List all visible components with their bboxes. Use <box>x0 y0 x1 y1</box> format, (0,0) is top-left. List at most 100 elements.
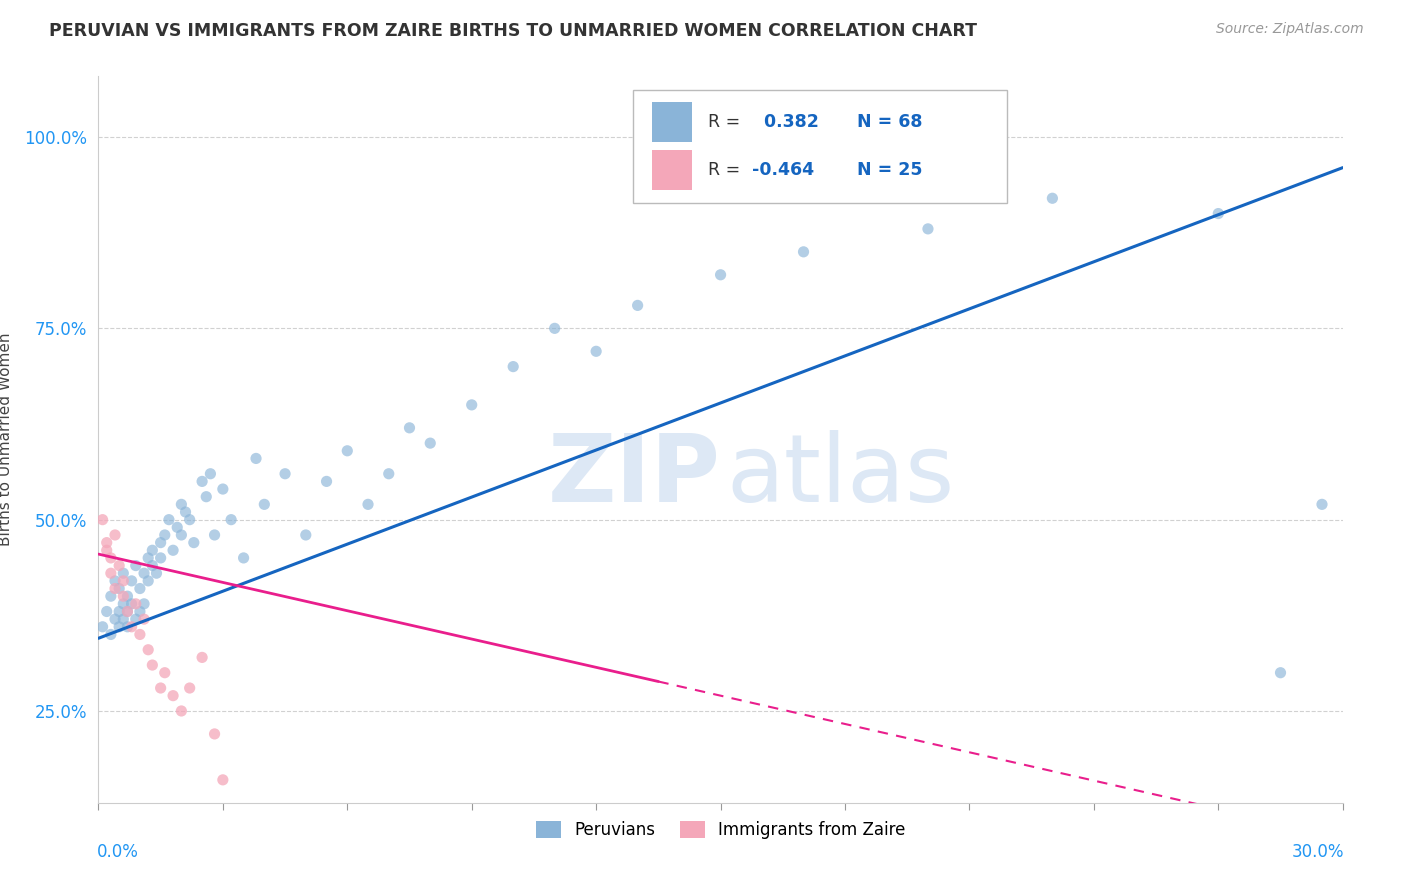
Point <box>117 605 139 619</box>
Point <box>104 582 127 596</box>
Point <box>129 627 152 641</box>
Text: 30.0%: 30.0% <box>1292 843 1344 861</box>
Point <box>108 605 131 619</box>
Point <box>153 665 176 680</box>
Point <box>125 597 148 611</box>
Point <box>179 513 201 527</box>
Text: R =: R = <box>709 112 745 130</box>
FancyBboxPatch shape <box>634 90 1007 203</box>
Point <box>136 642 159 657</box>
Point <box>191 650 214 665</box>
Point <box>191 475 214 489</box>
Point <box>136 550 159 565</box>
Point <box>104 612 127 626</box>
Point <box>336 443 359 458</box>
Point <box>149 681 172 695</box>
Point <box>96 543 118 558</box>
Point <box>502 359 524 374</box>
Point <box>132 566 155 581</box>
Point <box>141 658 163 673</box>
Point <box>204 727 226 741</box>
Point <box>121 620 143 634</box>
Point <box>117 620 139 634</box>
FancyBboxPatch shape <box>652 151 692 190</box>
Point <box>245 451 267 466</box>
Point <box>129 582 152 596</box>
Point <box>357 497 380 511</box>
Text: 0.382: 0.382 <box>758 112 818 130</box>
Point <box>96 535 118 549</box>
Point <box>1310 497 1333 511</box>
Point <box>112 589 135 603</box>
Point <box>460 398 484 412</box>
Point <box>183 535 205 549</box>
Point <box>211 772 233 787</box>
Point <box>141 543 163 558</box>
Point <box>232 550 254 565</box>
Point <box>117 589 139 603</box>
Point <box>145 566 167 581</box>
Point <box>112 612 135 626</box>
Point <box>162 543 184 558</box>
Point <box>157 513 180 527</box>
Point <box>398 421 420 435</box>
Point <box>153 528 176 542</box>
Point <box>112 566 135 581</box>
Y-axis label: Births to Unmarried Women: Births to Unmarried Women <box>0 333 13 546</box>
Point <box>917 222 939 236</box>
Point <box>132 612 155 626</box>
Point <box>710 268 733 282</box>
Point <box>585 344 607 359</box>
Point <box>100 550 122 565</box>
Point <box>104 528 127 542</box>
Text: N = 68: N = 68 <box>858 112 922 130</box>
Point <box>100 566 122 581</box>
Point <box>1208 206 1230 220</box>
Point <box>129 605 152 619</box>
Point <box>100 589 122 603</box>
Point <box>1040 191 1064 205</box>
Point <box>274 467 297 481</box>
Text: R =: R = <box>709 161 745 179</box>
Point <box>170 497 193 511</box>
Point <box>174 505 197 519</box>
Point <box>104 574 127 588</box>
Point <box>419 436 441 450</box>
Point <box>108 620 131 634</box>
Point <box>91 620 114 634</box>
Point <box>112 597 135 611</box>
Point <box>149 535 172 549</box>
Text: -0.464: -0.464 <box>752 161 814 179</box>
Text: 0.0%: 0.0% <box>97 843 139 861</box>
Text: Source: ZipAtlas.com: Source: ZipAtlas.com <box>1216 22 1364 37</box>
Point <box>108 582 131 596</box>
Point <box>125 558 148 573</box>
Point <box>543 321 565 335</box>
Point <box>200 467 222 481</box>
Point <box>295 528 318 542</box>
Text: N = 25: N = 25 <box>858 161 922 179</box>
Point <box>179 681 201 695</box>
Text: PERUVIAN VS IMMIGRANTS FROM ZAIRE BIRTHS TO UNMARRIED WOMEN CORRELATION CHART: PERUVIAN VS IMMIGRANTS FROM ZAIRE BIRTHS… <box>49 22 977 40</box>
Point <box>219 513 242 527</box>
Text: atlas: atlas <box>727 430 955 522</box>
Point <box>162 689 184 703</box>
Point <box>170 528 193 542</box>
Point <box>117 605 139 619</box>
Point <box>1270 665 1292 680</box>
Text: ZIP: ZIP <box>548 430 721 522</box>
Point <box>100 627 122 641</box>
Legend: Peruvians, Immigrants from Zaire: Peruvians, Immigrants from Zaire <box>529 814 912 846</box>
Point <box>315 475 337 489</box>
Point <box>132 597 155 611</box>
Point <box>141 558 163 573</box>
Point <box>91 513 114 527</box>
Point <box>121 574 143 588</box>
Point <box>627 298 650 312</box>
Point <box>149 550 172 565</box>
Point <box>125 612 148 626</box>
Point <box>96 605 118 619</box>
Point <box>377 467 401 481</box>
Point <box>121 597 143 611</box>
Point <box>112 574 135 588</box>
